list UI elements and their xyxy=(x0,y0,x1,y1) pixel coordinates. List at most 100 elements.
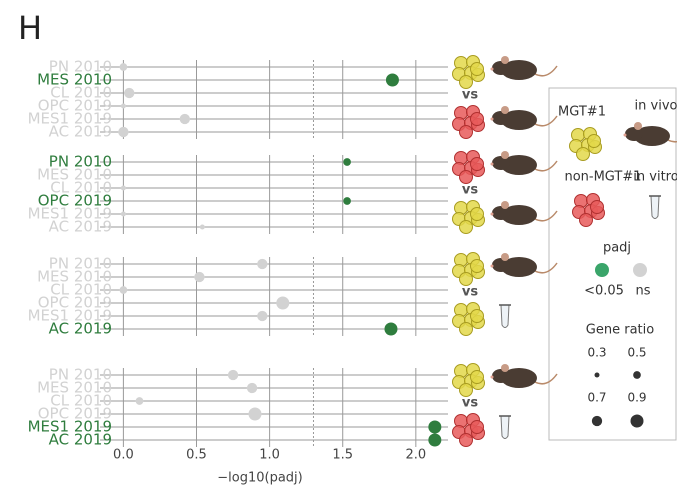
legend-text: MGT#1 xyxy=(558,105,606,120)
mouse-nose xyxy=(624,134,627,137)
mouse-ear xyxy=(501,201,509,209)
mouse-icon xyxy=(491,364,558,388)
legend-text: in vivo xyxy=(635,99,677,114)
cell xyxy=(471,63,484,76)
mouse-nose xyxy=(491,376,494,379)
legend-text: in vitro xyxy=(633,170,677,185)
cell xyxy=(460,434,473,447)
size-legend-dot xyxy=(595,373,600,378)
dot xyxy=(257,311,267,321)
mouse-tail xyxy=(535,374,557,384)
size-legend-dot xyxy=(631,415,644,428)
legend-text: <0.05 xyxy=(584,284,624,299)
cell xyxy=(471,158,484,171)
vs-label: vs xyxy=(462,285,478,300)
tube xyxy=(501,305,509,328)
legend-text: padj xyxy=(603,241,631,256)
tube xyxy=(651,196,659,219)
dot xyxy=(247,383,257,393)
x-tick-label: 0.0 xyxy=(113,448,134,463)
cells-icon xyxy=(453,201,485,234)
dot xyxy=(121,212,126,217)
mouse-nose xyxy=(491,118,494,121)
x-tick-label: 1.5 xyxy=(332,448,353,463)
dot xyxy=(276,297,289,310)
cell xyxy=(588,135,601,148)
mouse-tail xyxy=(535,66,557,76)
mouse-nose xyxy=(491,213,494,216)
vs-label: vs xyxy=(462,396,478,411)
legend-color-ns xyxy=(633,263,647,277)
category-label: AC 2019 xyxy=(49,123,112,141)
mouse-icon xyxy=(491,253,558,277)
dot xyxy=(120,286,128,294)
mouse-nose xyxy=(491,163,494,166)
cells-icon xyxy=(453,106,485,139)
size-legend-label: 0.7 xyxy=(587,391,606,405)
mouse-tail xyxy=(535,211,557,221)
mouse-tail xyxy=(535,116,557,126)
dot xyxy=(194,272,204,282)
cells-icon xyxy=(453,253,485,286)
cell xyxy=(580,214,593,227)
size-legend-label: 0.5 xyxy=(627,346,646,360)
category-label: AC 2019 xyxy=(49,431,112,449)
legend-text: non-MGT#1 xyxy=(564,170,641,185)
category-label: AC 2019 xyxy=(49,320,112,338)
tube xyxy=(501,416,509,439)
x-axis-label: −log10(padj) xyxy=(217,471,302,486)
dot xyxy=(248,408,261,421)
cells-icon xyxy=(573,194,605,227)
x-tick-label: 0.5 xyxy=(186,448,207,463)
dot xyxy=(200,225,205,230)
cells-icon xyxy=(453,364,485,397)
mouse-nose xyxy=(491,265,494,268)
dot xyxy=(121,186,126,191)
size-legend-dot xyxy=(633,371,641,379)
dot xyxy=(428,434,441,447)
mouse-icon xyxy=(491,201,558,225)
cells-icon xyxy=(453,414,485,447)
cells-icon xyxy=(570,128,602,161)
legend-text: ns xyxy=(635,284,650,299)
x-tick-label: 2.0 xyxy=(405,448,426,463)
dot xyxy=(120,63,128,71)
category-label: AC 2019 xyxy=(49,218,112,236)
mouse-nose xyxy=(491,68,494,71)
vs-label: vs xyxy=(462,88,478,103)
dot xyxy=(180,114,190,124)
tube-icon xyxy=(649,196,661,219)
dot xyxy=(384,323,397,336)
tube-icon xyxy=(499,305,511,328)
size-legend-label: 0.3 xyxy=(587,346,606,360)
mouse-ear xyxy=(501,253,509,261)
dot xyxy=(228,370,238,380)
dot xyxy=(386,74,399,87)
cell xyxy=(577,148,590,161)
mouse-ear xyxy=(501,56,509,64)
mouse-ear xyxy=(501,151,509,159)
vs-label: vs xyxy=(462,183,478,198)
cell xyxy=(471,113,484,126)
cell xyxy=(460,126,473,139)
cell xyxy=(591,201,604,214)
panel-label: H xyxy=(18,9,42,47)
dot xyxy=(118,127,128,137)
cell xyxy=(460,221,473,234)
cell xyxy=(471,310,484,323)
dot xyxy=(428,421,441,434)
mouse-tail xyxy=(535,161,557,171)
dot xyxy=(257,259,267,269)
tube-icon xyxy=(499,416,511,439)
mouse-tail xyxy=(535,263,557,273)
mouse-ear xyxy=(634,122,642,130)
cell xyxy=(460,323,473,336)
x-tick-label: 1.0 xyxy=(259,448,280,463)
cells-icon xyxy=(453,56,485,89)
dot xyxy=(343,158,351,166)
size-legend-dot xyxy=(592,416,602,426)
size-legend-label: 0.9 xyxy=(627,391,646,405)
mouse-icon xyxy=(491,106,558,130)
cell xyxy=(471,260,484,273)
cell xyxy=(471,421,484,434)
